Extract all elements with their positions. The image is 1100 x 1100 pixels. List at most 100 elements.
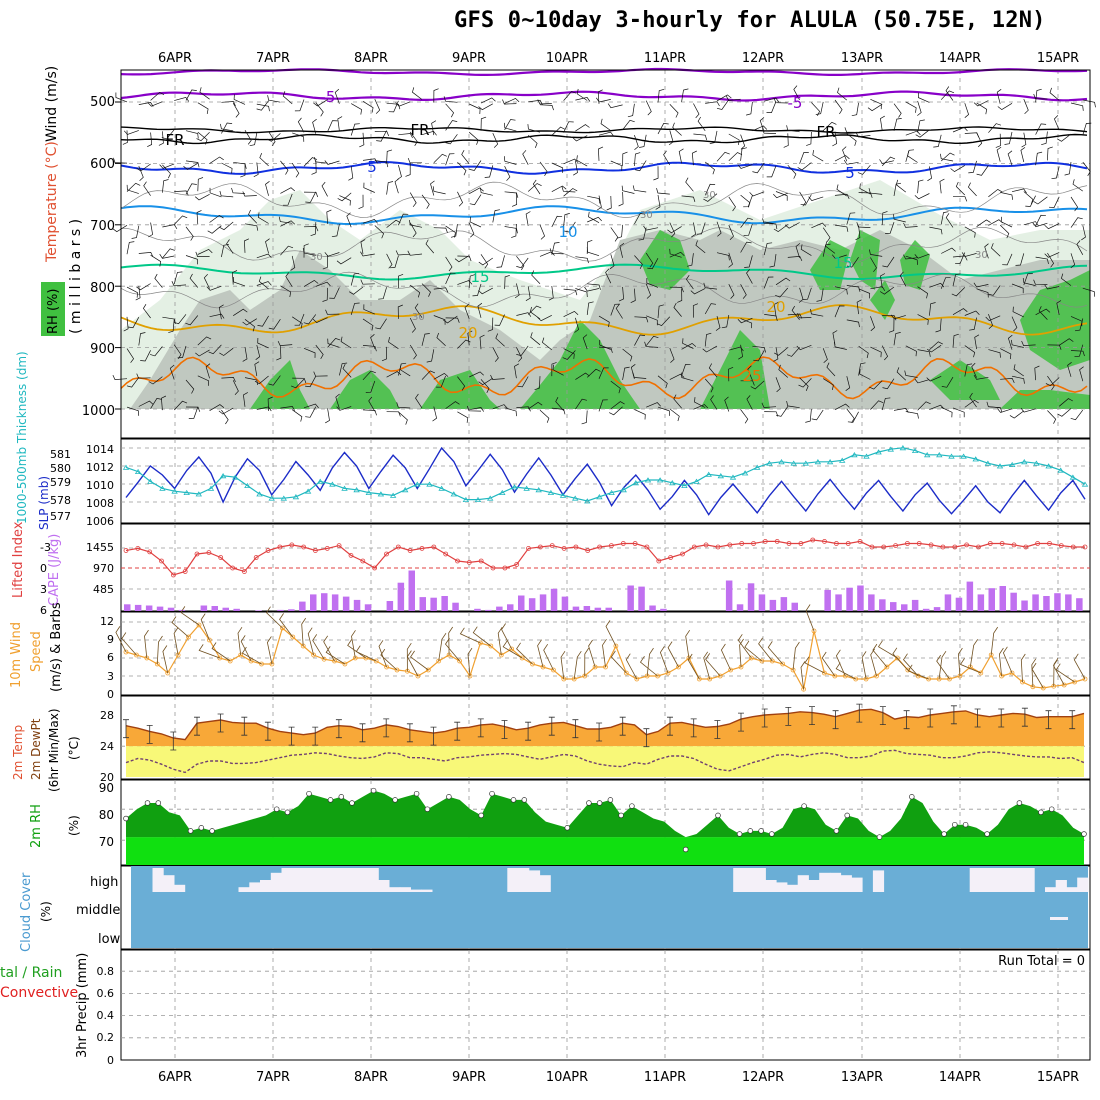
rh-patch xyxy=(850,230,880,290)
wind-barb xyxy=(127,317,140,329)
wind-barb xyxy=(285,272,293,287)
wind-barb xyxy=(996,146,1002,162)
thickness-point xyxy=(414,481,421,487)
li-point xyxy=(893,543,898,548)
wind-barb xyxy=(221,101,236,107)
wind-barb xyxy=(256,100,269,111)
wind-barb xyxy=(126,348,135,363)
minmax-errorbar xyxy=(548,716,555,736)
isotherm-line xyxy=(120,133,1088,145)
wind-barb xyxy=(478,257,494,266)
wind-barb xyxy=(205,363,211,379)
thickness-point xyxy=(511,484,518,490)
li-point xyxy=(514,562,520,567)
wind-barb xyxy=(1073,653,1086,680)
wind-barb xyxy=(480,187,493,196)
li-point xyxy=(502,565,508,571)
tick-label: 24 xyxy=(100,740,114,753)
cape-bar xyxy=(518,595,525,611)
wind-barb xyxy=(678,148,684,164)
wind-barb xyxy=(843,159,859,165)
thickness-point xyxy=(280,495,288,501)
thickness-point xyxy=(171,488,178,494)
li-point xyxy=(194,551,200,557)
cloud-gap xyxy=(528,870,541,892)
wind-barb xyxy=(933,134,942,148)
wind-barb xyxy=(835,662,856,680)
wind-barb xyxy=(551,162,564,173)
tick-label: 80 xyxy=(99,808,114,822)
date-labels-top: 6APR 7APR 8APR 9APR 10APR 11APR 12APR 13… xyxy=(158,51,1079,66)
precip-labels: 0.8 0.6 0.4 0.2 0 tal / Rain Convective … xyxy=(0,953,1085,1067)
wind-barb xyxy=(905,130,921,136)
cloud-gap xyxy=(518,868,530,892)
wind-barb xyxy=(324,252,340,257)
thickness-point xyxy=(1033,460,1040,466)
cape-bar xyxy=(474,608,481,611)
cloud-gap xyxy=(335,868,347,892)
wind-barb xyxy=(692,303,699,318)
li-point xyxy=(869,544,875,550)
wind-barb xyxy=(226,239,234,254)
upper-wind-barbs xyxy=(112,85,1096,425)
thickness-point xyxy=(766,460,773,466)
wind-barb xyxy=(292,316,303,329)
tick-label: 800 xyxy=(90,281,115,296)
rh-point xyxy=(446,794,452,800)
wind-barb xyxy=(267,95,281,103)
wind-barb xyxy=(301,617,307,647)
wind-barb xyxy=(406,642,412,672)
cape-bar xyxy=(944,594,952,611)
wind-barb xyxy=(598,131,614,137)
wind-barb xyxy=(1053,657,1059,687)
wind-barb xyxy=(1070,350,1085,357)
tick-label: 1000 xyxy=(82,404,115,419)
rh-point xyxy=(629,803,635,809)
wind-barb xyxy=(969,317,977,331)
cape-bar xyxy=(1065,594,1072,611)
tick-label: 970 xyxy=(93,562,114,575)
thickness-point xyxy=(1057,467,1064,473)
wind-barb xyxy=(659,646,669,674)
wind-barb xyxy=(530,332,541,346)
wind-speed-point xyxy=(217,655,223,661)
tick-label: 0 xyxy=(107,688,114,701)
li-point xyxy=(1023,544,1029,550)
wind-barb xyxy=(1035,151,1043,166)
wind-barb xyxy=(327,338,340,348)
wind-barb xyxy=(386,371,402,378)
wind-barb xyxy=(395,250,411,256)
wind-barb xyxy=(504,97,520,104)
wind-barb xyxy=(1074,344,1084,358)
wind-barb xyxy=(516,312,532,317)
wind-barb xyxy=(237,626,243,656)
wind-barb xyxy=(421,333,430,346)
wind-barb xyxy=(126,406,140,416)
minmax-errorbar xyxy=(974,708,981,728)
wind-barb xyxy=(1011,283,1024,294)
wind-barb xyxy=(988,188,1003,198)
wind-barb xyxy=(957,647,963,677)
wind-barb xyxy=(399,364,411,377)
wind-barb xyxy=(773,224,789,233)
wind-barb xyxy=(918,92,930,103)
cloud-gap xyxy=(1012,868,1024,892)
wind-barb xyxy=(728,225,734,240)
cape-bar xyxy=(955,597,963,611)
wind-barb xyxy=(645,252,654,268)
wind-barb xyxy=(1023,221,1039,226)
wind-barb xyxy=(621,185,635,194)
minmax-errorbar xyxy=(690,718,697,738)
wind-barb xyxy=(740,134,746,150)
wind-barb xyxy=(257,337,269,349)
wind-barb xyxy=(657,375,668,389)
cape-bar xyxy=(539,594,547,611)
wind-barb xyxy=(280,285,292,298)
wind-speed-point xyxy=(655,673,660,679)
wind-barb xyxy=(784,222,800,229)
date-label: 11APR xyxy=(644,51,686,66)
wind-speed-point xyxy=(1061,682,1067,688)
wind-barb xyxy=(747,365,753,381)
cloud-gap xyxy=(313,868,325,892)
wind-barb xyxy=(929,282,945,288)
